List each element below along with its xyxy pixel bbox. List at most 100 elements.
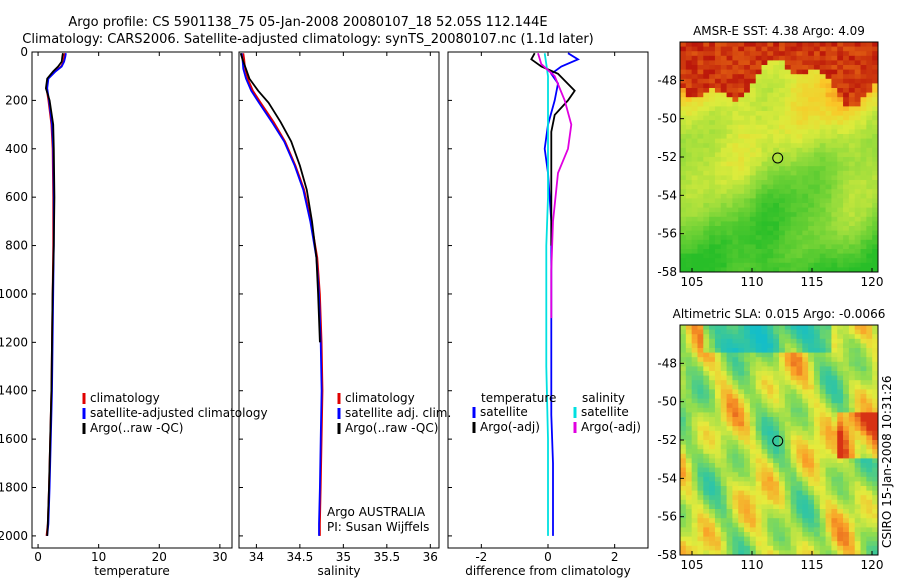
sla_map-cell — [854, 357, 861, 363]
sst_map-cell — [837, 203, 844, 208]
sst_map-cell — [726, 51, 733, 57]
sst_map-cell — [714, 147, 722, 153]
sst_map-cell — [697, 138, 704, 144]
sla_map-cell — [773, 421, 780, 427]
sla_map-cell — [837, 371, 844, 376]
sla_map-cell — [802, 435, 809, 441]
sst_map-cell — [738, 147, 745, 153]
sst_map-cell — [813, 138, 821, 144]
sst_map-cell — [848, 230, 856, 236]
sla_map-cell — [819, 527, 826, 533]
sst_map-cell — [732, 244, 739, 250]
sla_map-cell — [854, 458, 861, 464]
sla_map-cell — [796, 527, 803, 533]
sla_map-cell — [685, 361, 693, 367]
sla_map-cell — [813, 343, 821, 349]
sst_map-cell — [749, 184, 757, 190]
sla_map-cell — [813, 366, 821, 372]
sst_map-cell — [726, 161, 733, 167]
sla_map-cell — [773, 486, 780, 491]
sla_map-cell — [680, 389, 687, 395]
sst_map-cell — [831, 207, 838, 213]
sst_map-cell — [680, 60, 687, 66]
sst_map-cell — [854, 166, 861, 172]
sst_map-cell — [866, 157, 873, 162]
sla_map-cell — [848, 352, 856, 358]
sla_map-cell — [685, 458, 693, 464]
figure-title-line2: Climatology: CARS2006. Satellite-adjuste… — [22, 32, 594, 47]
sla_map-cell — [779, 550, 786, 556]
sla_map-cell — [831, 458, 838, 464]
sst_map-cell — [819, 207, 826, 213]
sst_map-cell — [709, 138, 716, 144]
sla_map-cell — [854, 417, 861, 422]
sla_map-cell — [767, 403, 774, 409]
sla_map-cell — [732, 398, 739, 404]
sst_map-title: AMSR-E SST: 4.38 Argo: 4.09 — [693, 24, 865, 38]
sla_map-cell — [714, 527, 722, 533]
sst_map-cell — [854, 65, 861, 70]
sla_map-cell — [744, 550, 751, 556]
sla_map-cell — [790, 375, 797, 381]
sla_map-cell — [755, 467, 762, 473]
sst_map-cell — [860, 226, 867, 231]
sst_map-cell — [872, 184, 879, 190]
sst_map-cell — [767, 267, 774, 273]
sla_map-cell — [854, 361, 861, 367]
sla_map-cell — [732, 522, 739, 528]
sst_map-cell — [685, 161, 693, 167]
sst_map-cell — [691, 46, 698, 52]
sla_map-cell — [843, 499, 850, 505]
sst_map-cell — [848, 97, 856, 103]
sla_map-cell — [843, 449, 850, 455]
sst_map-ytick-label: -48 — [657, 73, 677, 87]
sst_map-cell — [714, 97, 722, 103]
sst_map-cell — [813, 184, 821, 190]
sla_map-cell — [749, 532, 757, 537]
sst_map-cell — [854, 129, 861, 135]
sst_map-cell — [691, 262, 698, 268]
sla_map-cell — [709, 522, 716, 528]
sla_map-cell — [680, 435, 687, 441]
sla_map-cell — [866, 394, 873, 399]
sst_map-cell — [825, 166, 832, 172]
sla_map-cell — [744, 417, 751, 422]
sst_map-cell — [802, 262, 809, 268]
sla_map-cell — [831, 325, 838, 330]
sst_map-cell — [726, 221, 733, 227]
sla_map-cell — [755, 440, 762, 445]
sla_map-cell — [703, 366, 710, 372]
sst_map-cell — [755, 161, 762, 167]
sst_map-cell — [796, 111, 803, 116]
sla_map-cell — [854, 394, 861, 399]
sst_map-cell — [802, 180, 809, 185]
sst_map-cell — [773, 83, 780, 89]
sla_map-cell — [773, 449, 780, 455]
sst_map-cell — [726, 262, 733, 268]
sst_map-cell — [720, 207, 727, 213]
sst_map-cell — [843, 207, 850, 213]
sst_map-cell — [848, 124, 856, 130]
sla_map-cell — [802, 449, 809, 455]
sla_map-cell — [854, 449, 861, 455]
sst_map-cell — [680, 267, 687, 273]
sst_map-cell — [726, 235, 733, 241]
sla_map-cell — [802, 518, 809, 524]
sst_map-cell — [703, 143, 710, 149]
sla_map-cell — [872, 486, 879, 491]
sla_map-cell — [744, 352, 751, 358]
sla_map-cell — [709, 412, 716, 418]
sla_map-cell — [720, 357, 727, 363]
sst_map-cell — [808, 147, 815, 153]
sla_map-cell — [819, 490, 826, 496]
sst_map-cell — [802, 157, 809, 162]
sst_map-cell — [680, 92, 687, 98]
sla_map-cell — [685, 375, 693, 381]
sst_map-cell — [779, 138, 786, 144]
sla_map-cell — [749, 421, 757, 427]
sla_map-cell — [866, 453, 873, 459]
sla_map-ytick-label: -56 — [657, 510, 677, 524]
sla_map-cell — [738, 398, 745, 404]
sla_map-cell — [854, 389, 861, 395]
sla_map-cell — [808, 504, 815, 510]
